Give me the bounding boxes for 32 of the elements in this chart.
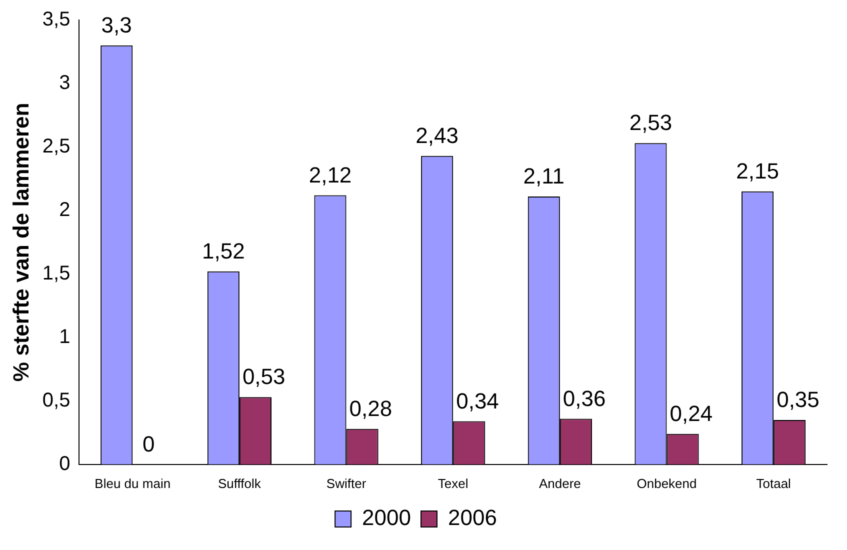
data-label: 0,53 [242,364,286,390]
y-tick-label: 1 [59,326,70,348]
data-label: 1,52 [202,238,245,264]
x-tick-label: Andere [538,476,581,491]
y-tick-label: 0 [59,452,70,475]
x-tick-label: Bleu du main [94,476,171,491]
y-axis-title: % sterfte van de lammeren [8,102,34,382]
x-tick-label: Swifter [326,476,367,491]
y-tick-label: 3 [59,72,70,94]
data-label: 3,3 [101,12,132,38]
data-label: 2,12 [308,162,352,188]
data-label: 0,36 [562,386,606,411]
data-label: 2,15 [736,158,779,184]
data-label: 2,53 [629,110,672,136]
data-label: 2,11 [523,164,564,189]
x-tick-label: Sufffolk [218,476,262,491]
data-label: 0,28 [349,396,392,421]
x-tick-label: Texel [438,476,468,491]
legend-label: 2000 [362,505,412,530]
data-label: 0,35 [776,387,820,412]
y-tick-label: 3,5 [42,8,70,31]
y-tick-label: 2 [59,198,70,221]
data-label: 0,24 [670,400,713,426]
data-label: 2,43 [416,122,458,148]
data-label: 0,34 [456,388,499,414]
x-tick-label: Onbekend [636,476,697,491]
y-tick-label: 0,5 [42,389,70,412]
y-tick-label: 1,5 [42,262,70,284]
x-tick-label: Totaal [756,476,792,491]
data-label: 0 [142,431,155,456]
y-tick-label: 2,5 [42,135,70,158]
legend-label: 2006 [448,505,497,530]
